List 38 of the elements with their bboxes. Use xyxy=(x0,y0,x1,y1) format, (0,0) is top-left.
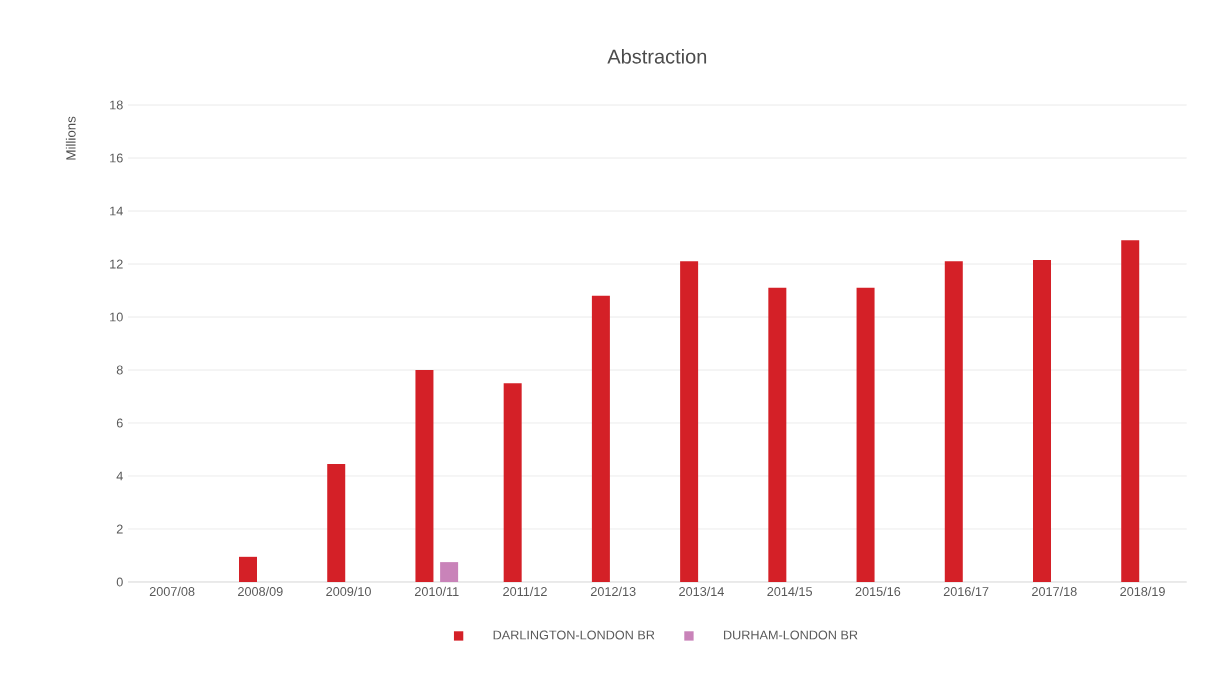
y-tick-label: 16 xyxy=(110,153,123,163)
bar xyxy=(1033,260,1052,582)
y-tick-label: 12 xyxy=(110,259,123,269)
bar xyxy=(415,370,434,582)
x-tick-label: 2013/14 xyxy=(679,586,724,597)
bar xyxy=(239,556,257,582)
y-tick-label: 14 xyxy=(110,206,123,216)
bar xyxy=(768,287,787,582)
bar xyxy=(440,562,459,582)
legend-label: DARLINGTON-LONDON BR xyxy=(493,630,655,640)
y-tick-label: 0 xyxy=(116,577,123,587)
y-tick-label: 4 xyxy=(116,471,123,481)
y-tick-label: 10 xyxy=(110,312,123,322)
y-tick-label: 18 xyxy=(110,100,123,110)
x-tick-label: 2007/08 xyxy=(149,586,195,597)
bar xyxy=(1121,240,1140,582)
legend-label: DURHAM-LONDON BR xyxy=(723,630,858,640)
x-tick-label: 2008/09 xyxy=(238,586,283,597)
chart-title: Abstraction xyxy=(607,48,707,64)
bar xyxy=(680,261,699,582)
x-tick-label: 2010/11 xyxy=(414,586,459,597)
bar xyxy=(856,287,875,582)
x-tick-label: 2016/17 xyxy=(943,586,989,597)
bar xyxy=(503,383,522,582)
x-tick-label: 2009/10 xyxy=(326,586,371,597)
bar xyxy=(327,464,346,582)
y-tick-label: 6 xyxy=(116,418,123,428)
y-tick-label: 2 xyxy=(116,524,123,534)
x-tick-label: 2011/12 xyxy=(503,586,547,597)
x-tick-label: 2017/18 xyxy=(1032,586,1077,597)
y-axis-title: Millions xyxy=(65,116,76,160)
bar xyxy=(591,295,610,582)
x-tick-label: 2012/13 xyxy=(590,586,636,597)
x-tick-label: 2014/15 xyxy=(767,586,813,597)
bar xyxy=(944,261,963,582)
x-tick-label: 2018/19 xyxy=(1120,586,1165,597)
x-tick-label: 2015/16 xyxy=(855,586,901,597)
y-tick-label: 8 xyxy=(116,365,123,375)
